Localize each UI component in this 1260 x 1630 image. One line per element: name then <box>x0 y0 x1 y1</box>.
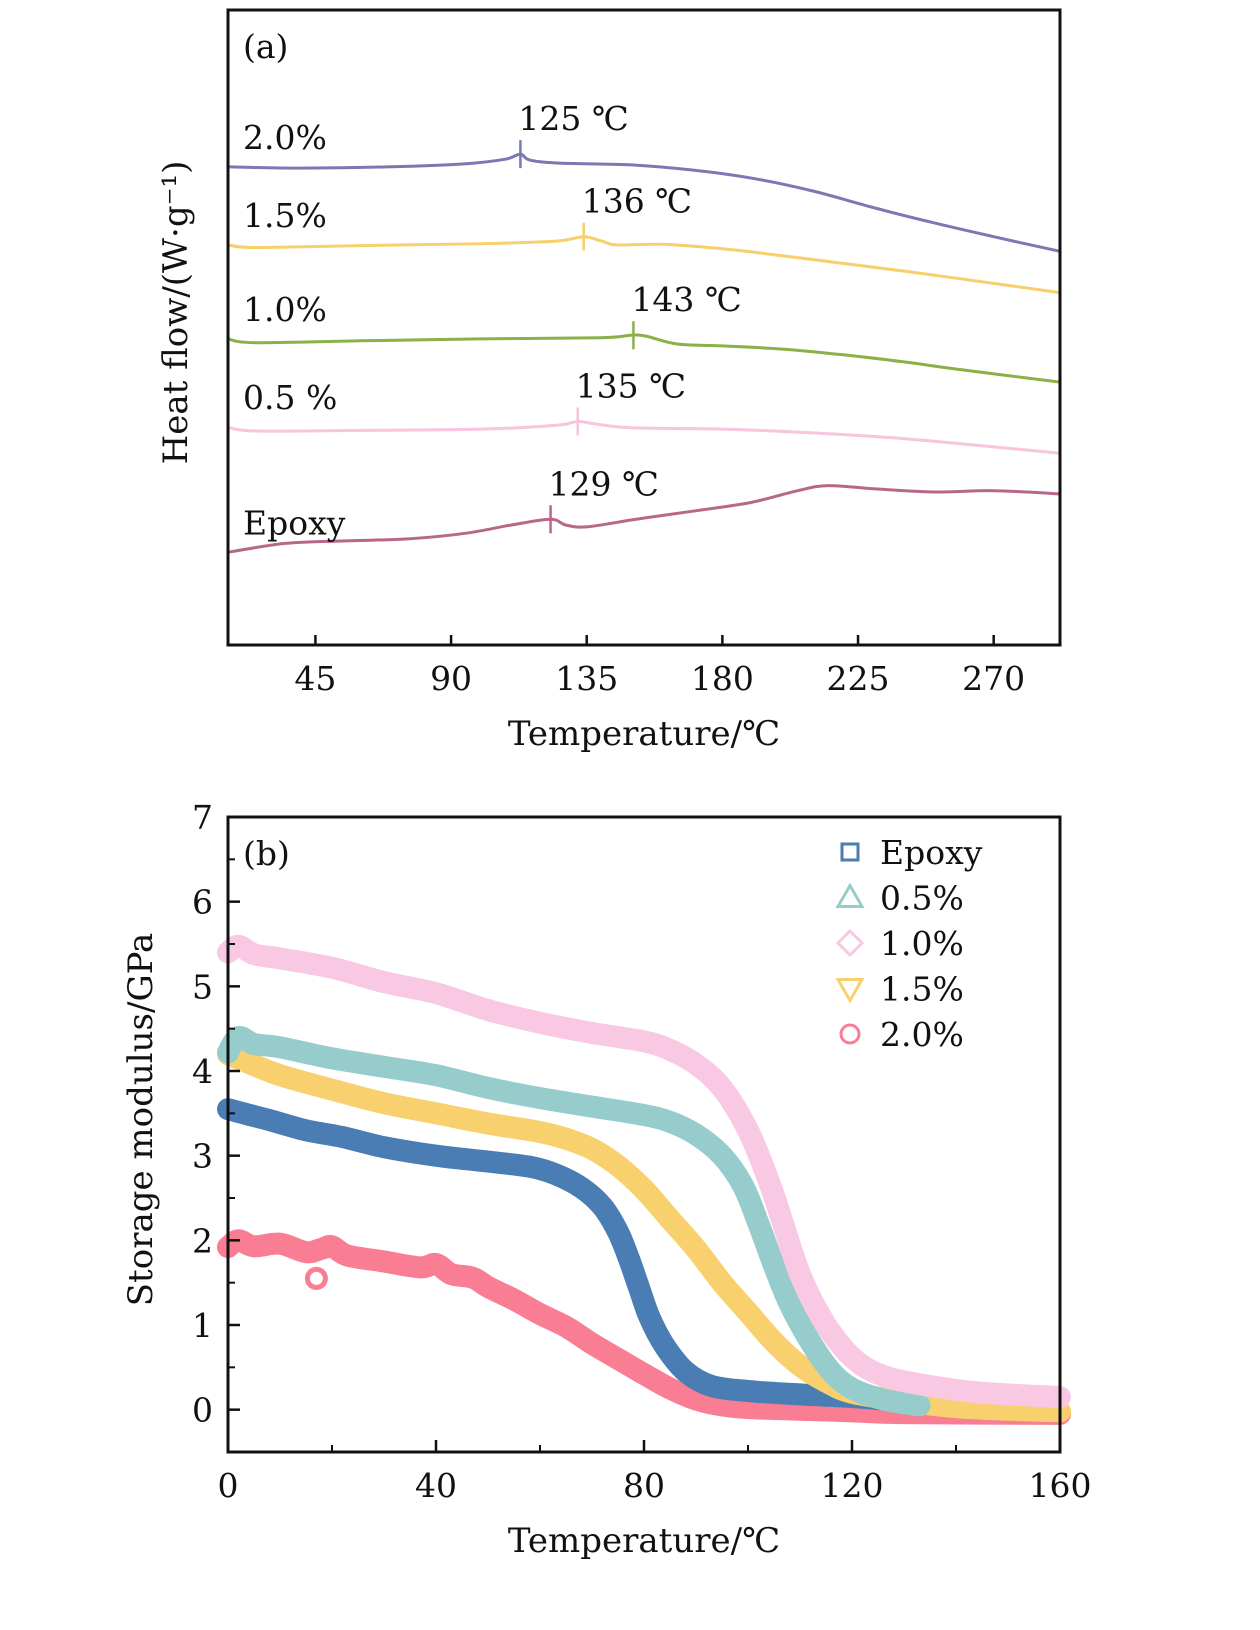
panel-a-x-tick-label: 135 <box>555 659 618 698</box>
panel-a-x-tick-label: 225 <box>827 659 890 698</box>
panel-a-curve-epoxy <box>227 484 1061 554</box>
panel-a-curve-2-0 <box>227 152 1061 253</box>
panel-a-x-tick-label: 45 <box>294 659 336 698</box>
panel-a-x-ticks: 45 90 135 180 225 270 <box>294 635 1025 698</box>
panel-b-y-ticks: 0 1 2 3 4 5 6 7 <box>192 798 240 1430</box>
panel-b-series-1-0 <box>217 934 1071 1408</box>
panel-a-frame <box>226 8 1062 647</box>
legend-label: 2.0% <box>880 1015 964 1054</box>
panel-b-y-tick-label: 5 <box>192 967 213 1006</box>
legend-item-2-0: 2.0% <box>839 1015 964 1054</box>
diamond-marker-icon <box>835 928 865 958</box>
panel-b-series-epoxy <box>217 1098 941 1414</box>
square-marker-icon <box>840 842 860 862</box>
panel-a-markers <box>519 140 635 534</box>
panel-b-x-tick-label: 120 <box>821 1466 884 1505</box>
panel-b-y-tick-label: 0 <box>192 1391 213 1430</box>
circle-marker-icon <box>839 1023 861 1045</box>
panel-b-x-ticks: 0 40 80 120 160 <box>218 1440 1092 1505</box>
panel-b-series-2-0 <box>217 1229 1071 1425</box>
panel-a-tg-annotation-1-5: 136 ℃ <box>582 182 692 221</box>
panel-b-storage-modulus-chart: 0 40 80 120 160 0 1 2 3 4 5 6 7 (b) Epoxy 0.5% 1.0% 1.… <box>121 798 1092 1561</box>
panel-a-x-tick-label: 270 <box>962 659 1025 698</box>
panel-b-x-tick-label: 80 <box>623 1466 665 1505</box>
panel-a-curve-1-0 <box>227 333 1061 384</box>
legend-item-1-0: 1.0% <box>835 924 964 963</box>
panel-a-series-label-1-0: 1.0% <box>243 290 327 329</box>
panel-a-curve-1-5 <box>227 235 1061 295</box>
panel-a-tg-annotation-2-0: 125 ℃ <box>518 99 628 138</box>
panel-b-y-tick-label: 3 <box>192 1137 213 1176</box>
triangle-down-marker-icon <box>835 978 865 1004</box>
panel-a-series-label-epoxy: Epoxy <box>243 503 346 542</box>
panel-a-series-label-0-5: 0.5 % <box>243 378 337 417</box>
panel-b-series <box>217 934 1071 1425</box>
panel-b-outlier-point <box>304 1266 328 1290</box>
panel-a-tg-annotation-epoxy: 129 ℃ <box>549 464 659 503</box>
panel-a-annotations: 125 ℃ 136 ℃ 143 ℃ 135 ℃ 129 ℃ <box>518 99 741 503</box>
panel-b-x-tick-label: 0 <box>218 1466 239 1505</box>
legend-item-0-5: 0.5% <box>835 879 964 918</box>
triangle-up-marker-icon <box>835 882 865 908</box>
panel-b-y-tick-label: 7 <box>192 798 213 837</box>
panel-a-y-axis-title: Heat flow/(W·g⁻¹) <box>156 161 196 465</box>
panel-a-x-tick-label: 90 <box>430 659 472 698</box>
panel-a-x-axis-title: Temperature/℃ <box>508 714 780 754</box>
panel-a-x-tick-label: 180 <box>691 659 754 698</box>
panel-b-x-tick-label: 160 <box>1029 1466 1092 1505</box>
panel-b-y-tick-label: 1 <box>192 1306 213 1345</box>
panel-a-curve-0-5 <box>227 419 1061 455</box>
panel-a-label: (a) <box>243 27 288 66</box>
panel-a-curves <box>227 152 1061 554</box>
panel-a-series-labels: 2.0% 1.5% 1.0% 0.5 % Epoxy <box>243 118 346 542</box>
legend-label: 1.5% <box>880 970 964 1009</box>
legend-label: 1.0% <box>880 924 964 963</box>
panel-b-y-axis-title: Storage modulus/GPa <box>121 933 161 1306</box>
legend-label: Epoxy <box>880 833 983 872</box>
legend-item-1-5: 1.5% <box>835 970 964 1009</box>
panel-a-tg-annotation-1-0: 143 ℃ <box>631 280 741 319</box>
panel-b-y-tick-label: 6 <box>192 883 213 922</box>
panel-a-heat-flow-chart: 45 90 135 180 225 270 (a) 2.0% 1.5% 1.0% 0.5 % Ep… <box>156 8 1062 754</box>
panel-b-label: (b) <box>243 834 290 873</box>
panel-a-series-label-1-5: 1.5% <box>243 196 327 235</box>
legend-item-epoxy: Epoxy <box>840 833 983 872</box>
panel-b-y-tick-label: 4 <box>192 1052 213 1091</box>
panel-b-x-axis-title: Temperature/℃ <box>508 1521 780 1561</box>
panel-b-series-0-5 <box>217 1025 931 1417</box>
legend-label: 0.5% <box>880 879 964 918</box>
panel-a-series-label-2-0: 2.0% <box>243 118 327 157</box>
panel-a-tg-annotation-0-5: 135 ℃ <box>576 366 686 405</box>
panel-b-y-tick-label: 2 <box>192 1221 213 1260</box>
panel-b-x-tick-label: 40 <box>415 1466 457 1505</box>
panel-b-legend: Epoxy 0.5% 1.0% 1.5% 2.0% <box>835 833 983 1054</box>
